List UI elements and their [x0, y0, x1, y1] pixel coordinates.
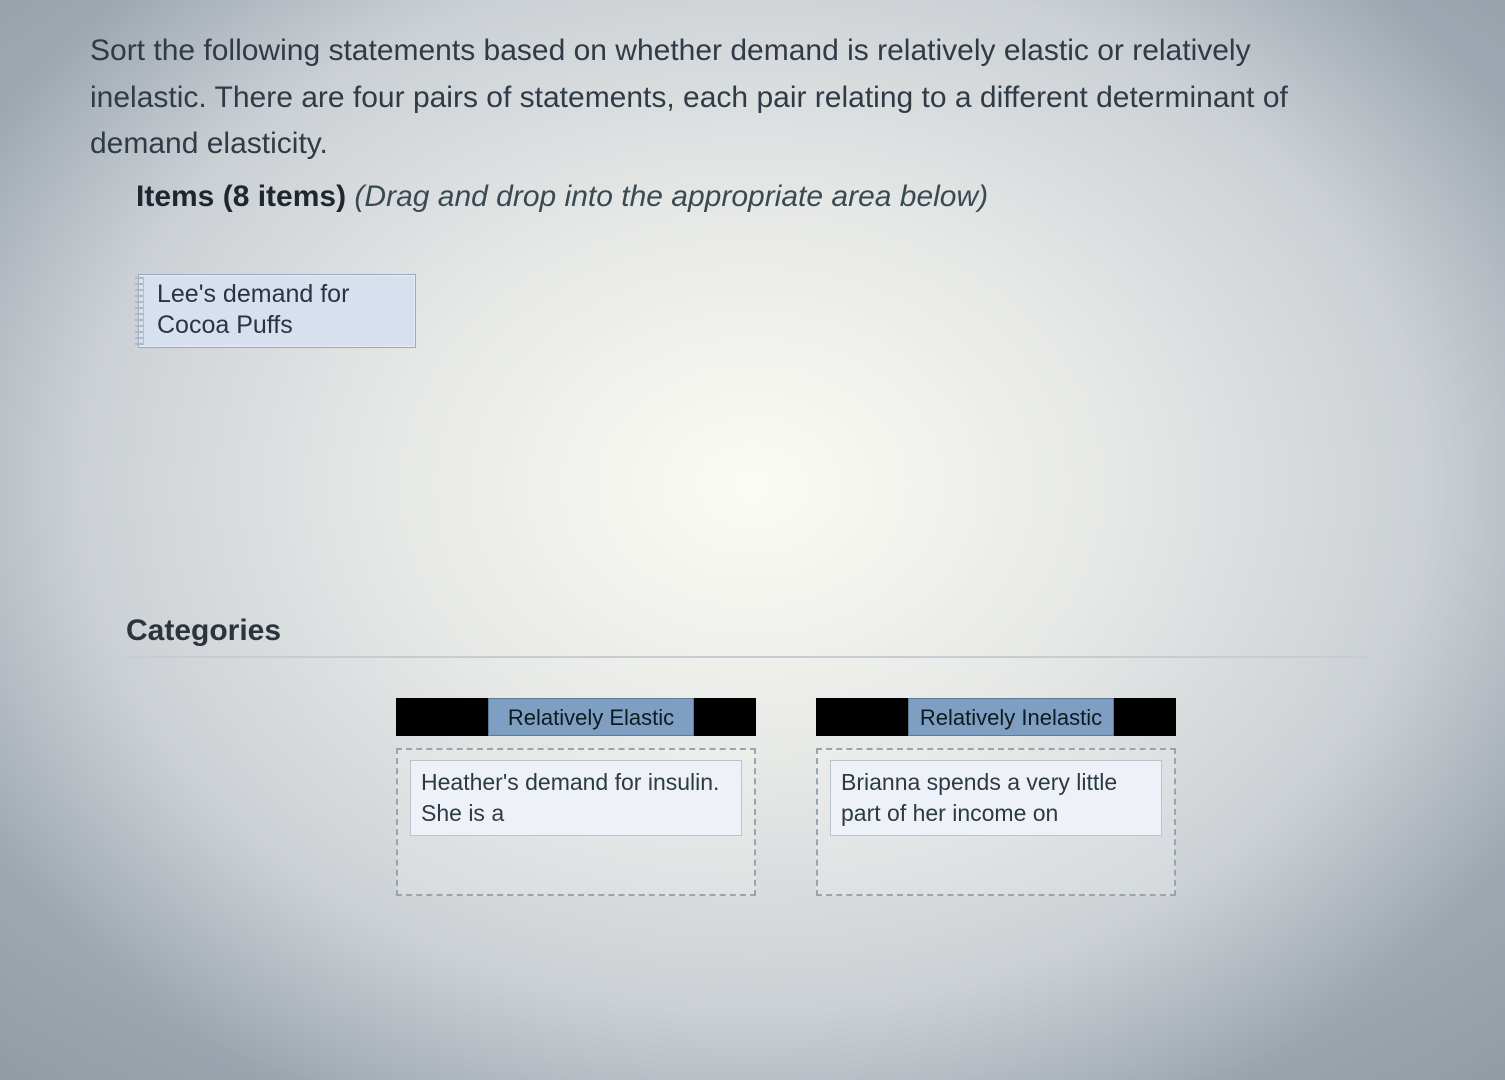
redaction-block — [694, 698, 756, 736]
item-text: Heather's demand for insulin. She is a — [421, 769, 719, 826]
item-text: Brianna spends a very little part of her… — [841, 769, 1117, 826]
categories-heading: Categories — [126, 614, 1405, 648]
category-elastic: Relatively Elastic Heather's demand for … — [396, 698, 756, 896]
question-prompt: Sort the following statements based on w… — [90, 28, 1370, 168]
draggable-item[interactable]: Lee's demand for Cocoa Puffs — [138, 274, 416, 349]
drag-handle-icon[interactable] — [135, 277, 144, 346]
question-page: Sort the following statements based on w… — [0, 0, 1505, 1080]
drag-hint: (Drag and drop into the appropriate area… — [354, 180, 988, 213]
category-inelastic: Relatively Inelastic Brianna spends a ve… — [816, 698, 1176, 896]
placed-item[interactable]: Heather's demand for insulin. She is a — [410, 760, 742, 836]
category-header: Relatively Elastic — [396, 698, 756, 736]
items-pool[interactable]: Lee's demand for Cocoa Puffs — [138, 274, 1405, 614]
dropzone-inelastic[interactable]: Brianna spends a very little part of her… — [816, 748, 1176, 896]
categories-container: Relatively Elastic Heather's demand for … — [126, 656, 1369, 896]
redaction-block — [816, 698, 908, 736]
items-count-label: Items (8 items) — [136, 180, 346, 213]
item-text: Lee's demand for Cocoa Puffs — [147, 279, 407, 342]
redaction-block — [1114, 698, 1176, 736]
category-label: Relatively Elastic — [488, 698, 694, 736]
category-label: Relatively Inelastic — [908, 698, 1114, 736]
placed-item[interactable]: Brianna spends a very little part of her… — [830, 760, 1162, 836]
category-header: Relatively Inelastic — [816, 698, 1176, 736]
dropzone-elastic[interactable]: Heather's demand for insulin. She is a — [396, 748, 756, 896]
items-header: Items (8 items) (Drag and drop into the … — [90, 180, 1405, 214]
redaction-block — [396, 698, 488, 736]
